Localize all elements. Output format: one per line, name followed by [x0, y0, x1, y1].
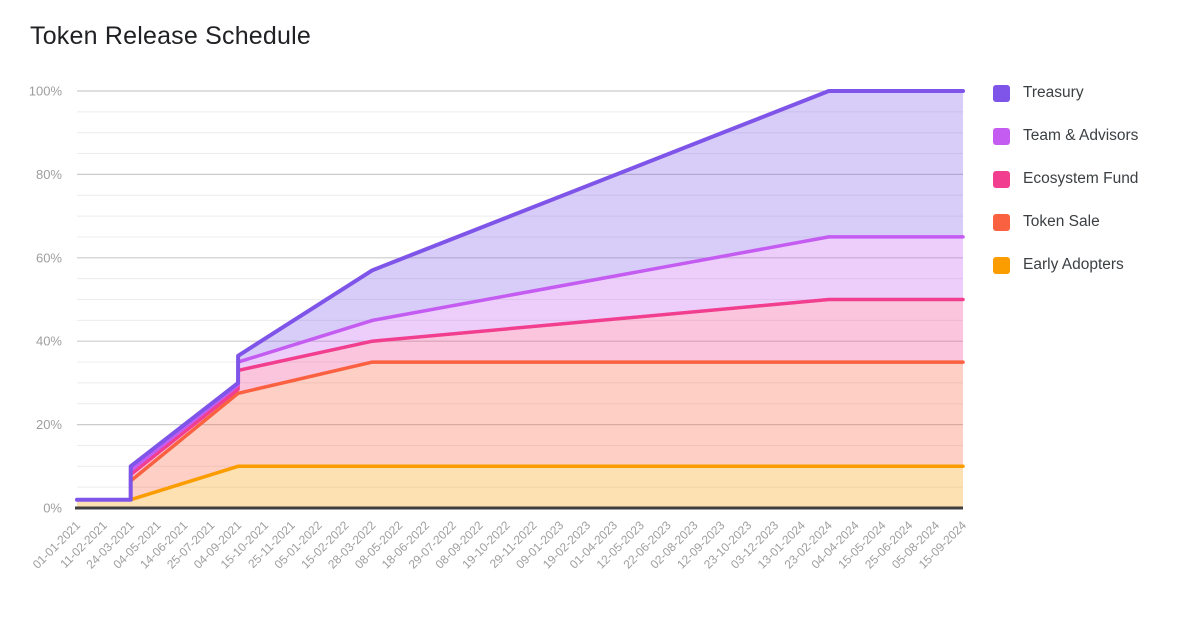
line-treasury — [75, 89, 965, 502]
gridlines — [77, 90, 963, 488]
legend: Treasury Team & Advisors Ecosystem Fund … — [993, 84, 1138, 274]
svg-text:0%: 0% — [43, 501, 62, 516]
legend-color-swatch-icon — [993, 127, 1010, 145]
legend-item-early-adopters: Early Adopters — [993, 256, 1138, 274]
legend-item-token-sale: Token Sale — [993, 213, 1138, 231]
y-axis-labels: 0% 20% 40% 60% 80% 100% — [29, 84, 63, 516]
legend-label: Early Adopters — [1023, 256, 1124, 273]
legend-color-swatch-icon — [993, 170, 1010, 188]
x-axis-labels: 01-01-202111-02-202124-03-202104-05-2021… — [30, 518, 970, 572]
legend-label: Treasury — [1023, 84, 1084, 101]
legend-label: Ecosystem Fund — [1023, 170, 1139, 187]
legend-color-swatch-icon — [993, 84, 1010, 102]
legend-label: Team & Advisors — [1023, 127, 1139, 144]
svg-text:60%: 60% — [36, 250, 62, 265]
legend-color-swatch-icon — [993, 256, 1010, 274]
area-ecosystem_fund — [77, 299, 963, 500]
legend-label: Token Sale — [1023, 213, 1100, 230]
legend-item-team-advisors: Team & Advisors — [993, 127, 1138, 145]
legend-item-treasury: Treasury — [993, 84, 1138, 102]
series-lines — [75, 89, 965, 502]
legend-item-ecosystem-fund: Ecosystem Fund — [993, 170, 1138, 188]
svg-text:80%: 80% — [36, 167, 62, 182]
legend-color-swatch-icon — [993, 213, 1010, 231]
chart-title: Token Release Schedule — [30, 22, 311, 50]
svg-text:100%: 100% — [29, 84, 63, 99]
area-early_adopters — [77, 466, 963, 508]
area-treasury — [77, 91, 963, 500]
area-team_advisors — [77, 236, 963, 500]
svg-text:20%: 20% — [36, 417, 62, 432]
svg-text:40%: 40% — [36, 334, 62, 349]
